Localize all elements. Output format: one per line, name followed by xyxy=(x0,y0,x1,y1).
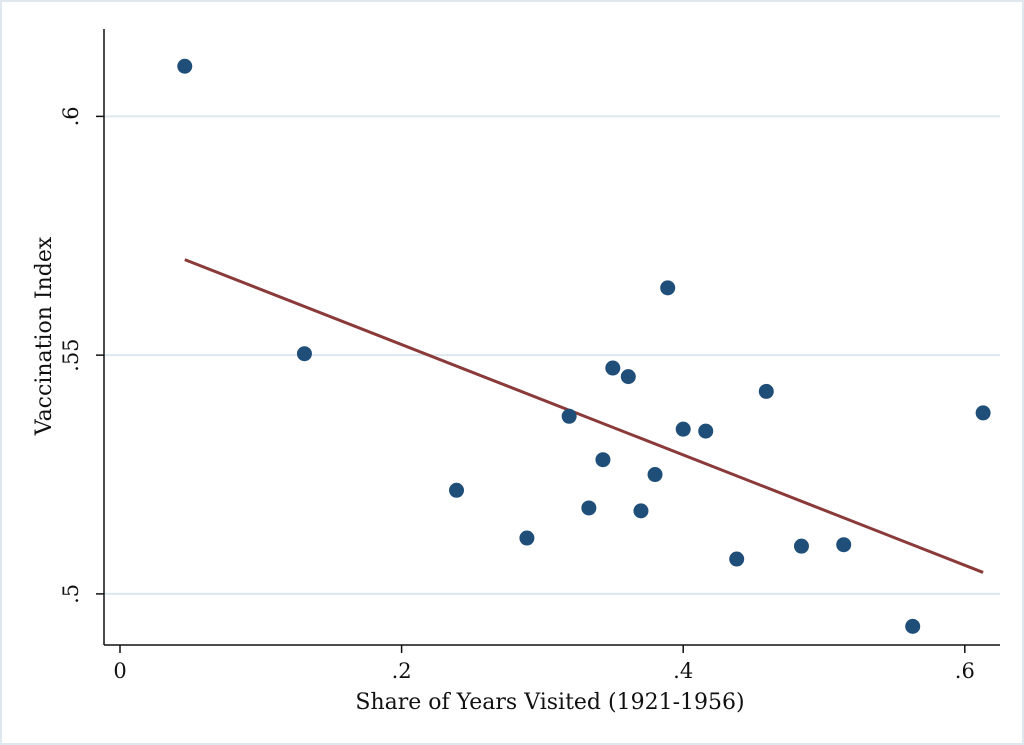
data-point-15 xyxy=(758,383,774,399)
data-point-17 xyxy=(836,537,852,553)
data-point-3 xyxy=(519,530,535,546)
data-point-8 xyxy=(620,369,636,385)
data-point-1 xyxy=(296,346,312,362)
data-point-18 xyxy=(905,618,921,634)
data-point-19 xyxy=(975,405,991,421)
axes: 0 .2 .4 .6 .5 .55 .6 xyxy=(59,29,1000,683)
data-point-10 xyxy=(647,467,663,483)
y-tick-label-0: .5 xyxy=(59,584,83,604)
y-tick-label-2: .6 xyxy=(59,106,83,126)
data-point-13 xyxy=(698,423,714,439)
data-point-6 xyxy=(595,452,611,468)
data-point-11 xyxy=(660,280,676,296)
x-tick-label-3: .6 xyxy=(955,659,975,683)
data-point-0 xyxy=(177,58,193,74)
data-point-2 xyxy=(449,482,465,498)
y-axis-title: Vaccination Index xyxy=(32,236,57,436)
fit-line xyxy=(184,258,984,574)
x-tick-label-1: .2 xyxy=(392,659,412,683)
gridlines xyxy=(104,115,1000,595)
data-point-9 xyxy=(633,503,649,519)
x-axis-title: Share of Years Visited (1921-1956) xyxy=(355,690,744,715)
data-points xyxy=(177,58,991,634)
data-point-4 xyxy=(561,408,577,424)
x-tick-label-0: 0 xyxy=(113,659,126,683)
data-point-14 xyxy=(729,551,745,567)
fit-line-layer xyxy=(184,258,984,574)
data-point-16 xyxy=(793,538,809,554)
y-tick-label-1: .55 xyxy=(59,338,83,371)
x-tick-label-2: .4 xyxy=(673,659,693,683)
data-point-5 xyxy=(581,500,597,516)
data-point-12 xyxy=(675,421,691,437)
data-point-7 xyxy=(605,360,621,376)
